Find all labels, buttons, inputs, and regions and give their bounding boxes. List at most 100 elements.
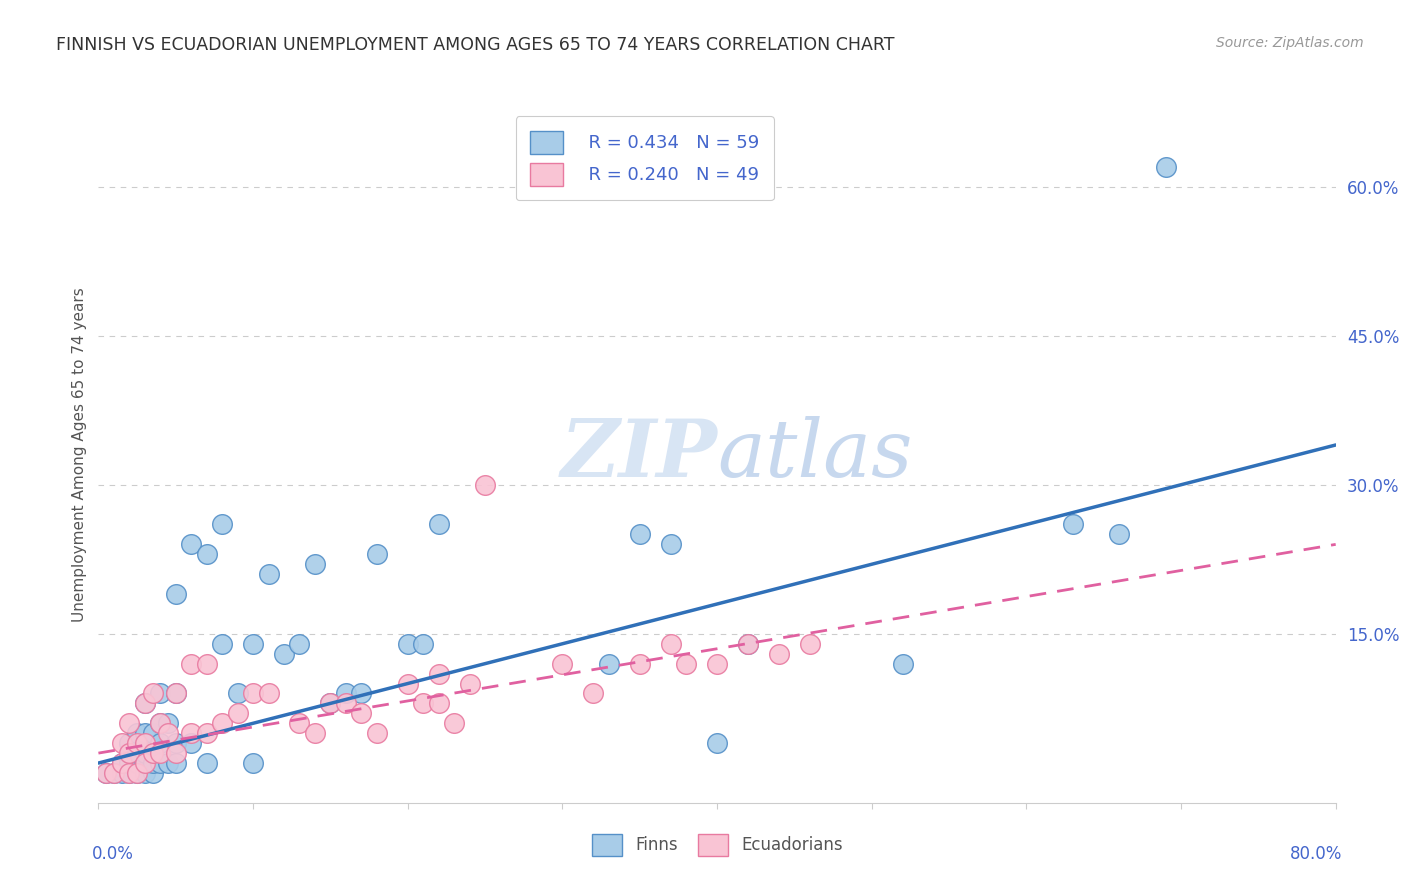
Point (288, 716, 311, 731)
Point (319, 697, 342, 711)
Point (768, 647, 790, 661)
Point (118, 746, 141, 760)
Point (157, 716, 180, 731)
Text: FINNISH VS ECUADORIAN UNEMPLOYMENT AMONG AGES 65 TO 74 YEARS CORRELATION CHART: FINNISH VS ECUADORIAN UNEMPLOYMENT AMONG… (56, 36, 894, 54)
Point (675, 657, 697, 671)
Point (118, 716, 141, 731)
Point (134, 736, 156, 750)
Point (304, 558, 326, 572)
Legend: Finns, Ecuadorians: Finns, Ecuadorians (583, 826, 851, 864)
Point (103, 766, 125, 780)
Point (149, 686, 172, 700)
Point (111, 766, 132, 780)
Text: 80.0%: 80.0% (1289, 845, 1341, 863)
Point (628, 657, 651, 671)
Point (180, 726, 202, 740)
Point (118, 766, 141, 780)
Point (134, 756, 156, 770)
Point (242, 686, 264, 700)
Point (134, 697, 156, 711)
Point (149, 736, 172, 750)
Point (149, 746, 172, 760)
Point (118, 766, 141, 780)
Point (157, 756, 180, 770)
Point (195, 726, 218, 740)
Point (127, 726, 149, 740)
Point (103, 766, 125, 780)
Point (659, 637, 682, 651)
Point (180, 537, 202, 551)
Point (180, 736, 202, 750)
Point (141, 746, 165, 760)
Point (134, 766, 156, 780)
Point (659, 537, 682, 551)
Point (396, 676, 419, 690)
Point (211, 637, 233, 651)
Point (141, 766, 165, 780)
Point (165, 587, 187, 601)
Point (242, 756, 264, 770)
Point (134, 746, 156, 760)
Point (127, 766, 149, 780)
Point (157, 726, 180, 740)
Point (134, 756, 156, 770)
Point (211, 716, 233, 731)
Point (350, 706, 373, 721)
Point (1154, 160, 1177, 174)
Point (242, 637, 264, 651)
Point (180, 657, 202, 671)
Point (706, 736, 728, 750)
Point (149, 756, 172, 770)
Point (165, 746, 187, 760)
Point (288, 637, 311, 651)
Point (551, 657, 574, 671)
Point (443, 716, 465, 731)
Point (891, 657, 914, 671)
Text: atlas: atlas (717, 417, 912, 493)
Point (211, 517, 233, 532)
Point (165, 756, 187, 770)
Point (335, 686, 357, 700)
Point (474, 477, 496, 491)
Point (350, 686, 373, 700)
Point (319, 697, 342, 711)
Point (226, 706, 249, 721)
Point (195, 657, 218, 671)
Point (111, 736, 132, 750)
Point (335, 697, 357, 711)
Point (1062, 517, 1084, 532)
Point (304, 726, 326, 740)
Point (96, 766, 118, 780)
Point (628, 527, 651, 541)
Point (366, 547, 388, 561)
Point (141, 756, 165, 770)
Point (737, 637, 759, 651)
Text: Source: ZipAtlas.com: Source: ZipAtlas.com (1216, 36, 1364, 50)
Point (366, 726, 388, 740)
Point (273, 647, 295, 661)
Point (111, 756, 132, 770)
Point (165, 686, 187, 700)
Point (458, 676, 481, 690)
Point (165, 686, 187, 700)
Point (195, 547, 218, 561)
Point (1108, 527, 1130, 541)
Point (737, 637, 759, 651)
Point (226, 686, 249, 700)
Y-axis label: Unemployment Among Ages 65 to 74 years: Unemployment Among Ages 65 to 74 years (72, 287, 87, 623)
Point (127, 746, 149, 760)
Point (195, 756, 218, 770)
Point (149, 716, 172, 731)
Point (427, 666, 450, 681)
Point (257, 567, 280, 582)
Point (257, 686, 280, 700)
Point (799, 637, 821, 651)
Text: ZIP: ZIP (560, 417, 717, 493)
Point (412, 637, 434, 651)
Point (165, 736, 187, 750)
Point (141, 726, 165, 740)
Point (127, 736, 149, 750)
Point (141, 686, 165, 700)
Point (118, 746, 141, 760)
Point (396, 637, 419, 651)
